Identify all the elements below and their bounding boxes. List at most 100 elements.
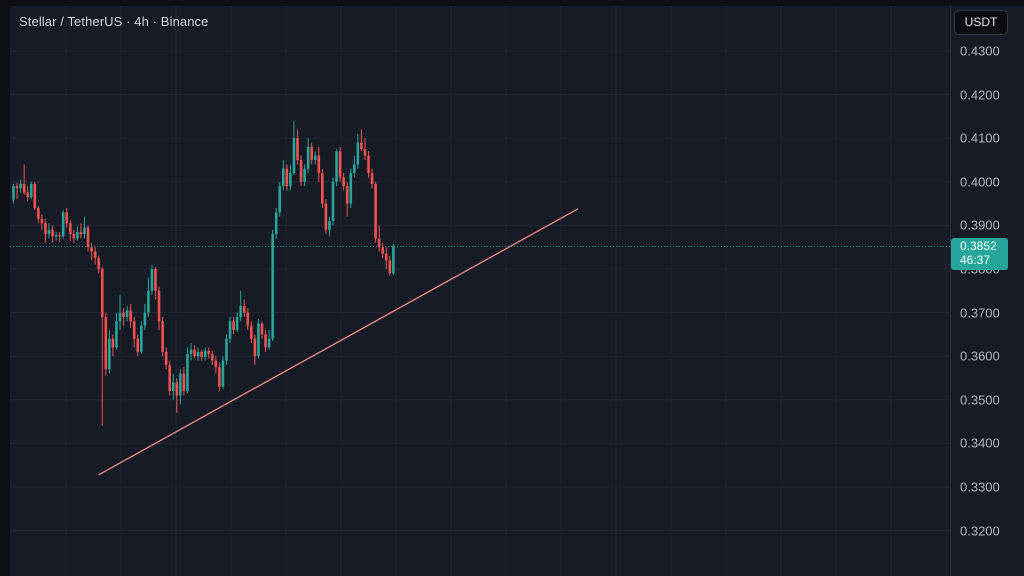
candle [97,255,100,274]
candle-body [310,146,313,160]
candle [317,146,321,182]
candle [363,138,367,160]
candle [349,168,353,208]
candle-body [157,290,161,322]
candle [392,243,395,276]
candle [242,299,246,317]
candle [83,216,86,239]
candle [260,321,264,339]
currency-unit-button[interactable]: USDT [954,10,1008,35]
candle-body [264,334,267,348]
candle-body [267,338,271,348]
candle-body [367,155,370,174]
candle [370,168,374,189]
candle [235,312,239,333]
candle [154,266,157,300]
candle [115,312,118,350]
candle-body [125,310,129,317]
candle-body [271,234,274,339]
candle-body [26,192,29,198]
candle [33,181,37,211]
candle-body [218,367,221,387]
candle-body [12,186,15,200]
candle-body [19,183,22,189]
price-axis[interactable] [950,6,1024,576]
candle [342,173,345,191]
candle [157,286,161,331]
candle-body [250,325,253,339]
candle-body [299,160,303,182]
candle [61,210,65,239]
candle [122,308,125,326]
candle-body [29,183,33,198]
candle-body [260,323,264,335]
candle [15,182,19,200]
candle-body [246,312,250,326]
candle [356,133,360,169]
candle-body [338,151,342,178]
candle [47,223,51,239]
candle-body [285,168,289,187]
candle-body [150,269,154,291]
candle [193,345,196,359]
candle [72,229,76,243]
candles [12,120,395,426]
candle-body [58,234,61,237]
candle [360,129,363,152]
candle-body [189,349,193,355]
candle-body [93,251,97,259]
candle [132,316,136,348]
candle-body [69,223,72,235]
candle [221,356,225,389]
candle [353,155,356,178]
candle [253,334,257,365]
candle-body [282,168,285,187]
candle-body [321,173,324,204]
candle-body [175,382,179,396]
candle [108,330,111,374]
candle-body [143,312,147,326]
candle [179,369,182,405]
candle [161,316,164,357]
candle [140,321,143,355]
candle [239,290,242,322]
candle [303,164,306,187]
candle [388,255,392,276]
candle [182,367,186,396]
candle-body [363,149,367,156]
candle [292,120,296,176]
candle-body [118,312,122,322]
candle [200,349,203,361]
candle-body [97,258,100,269]
candle-body [353,164,356,174]
candle-body [313,155,317,160]
candle-body [228,321,232,339]
candle [150,264,154,296]
candle [100,266,104,426]
candle [211,350,214,365]
candle [367,151,370,178]
candle-body [164,351,168,365]
candle [232,316,235,335]
candle-body [257,323,260,357]
candle [285,164,289,191]
candle [377,225,381,252]
candle-body [324,203,328,230]
price-tick-label: 0.3900 [960,217,1000,233]
chart-pane[interactable] [10,6,950,576]
candle-body [200,351,203,358]
candle-body [239,306,242,317]
candle-body [356,142,360,165]
candle [313,151,317,165]
symbol-title[interactable]: Stellar / TetherUS · 4h · Binance [19,14,209,29]
candle-body [274,212,278,235]
price-tick-label: 0.3300 [960,479,1000,495]
candle [69,220,72,241]
candle-body [37,207,40,219]
candle [299,155,303,187]
candle [175,378,179,413]
price-tick-label: 0.3600 [960,348,1000,364]
candle [164,347,168,370]
